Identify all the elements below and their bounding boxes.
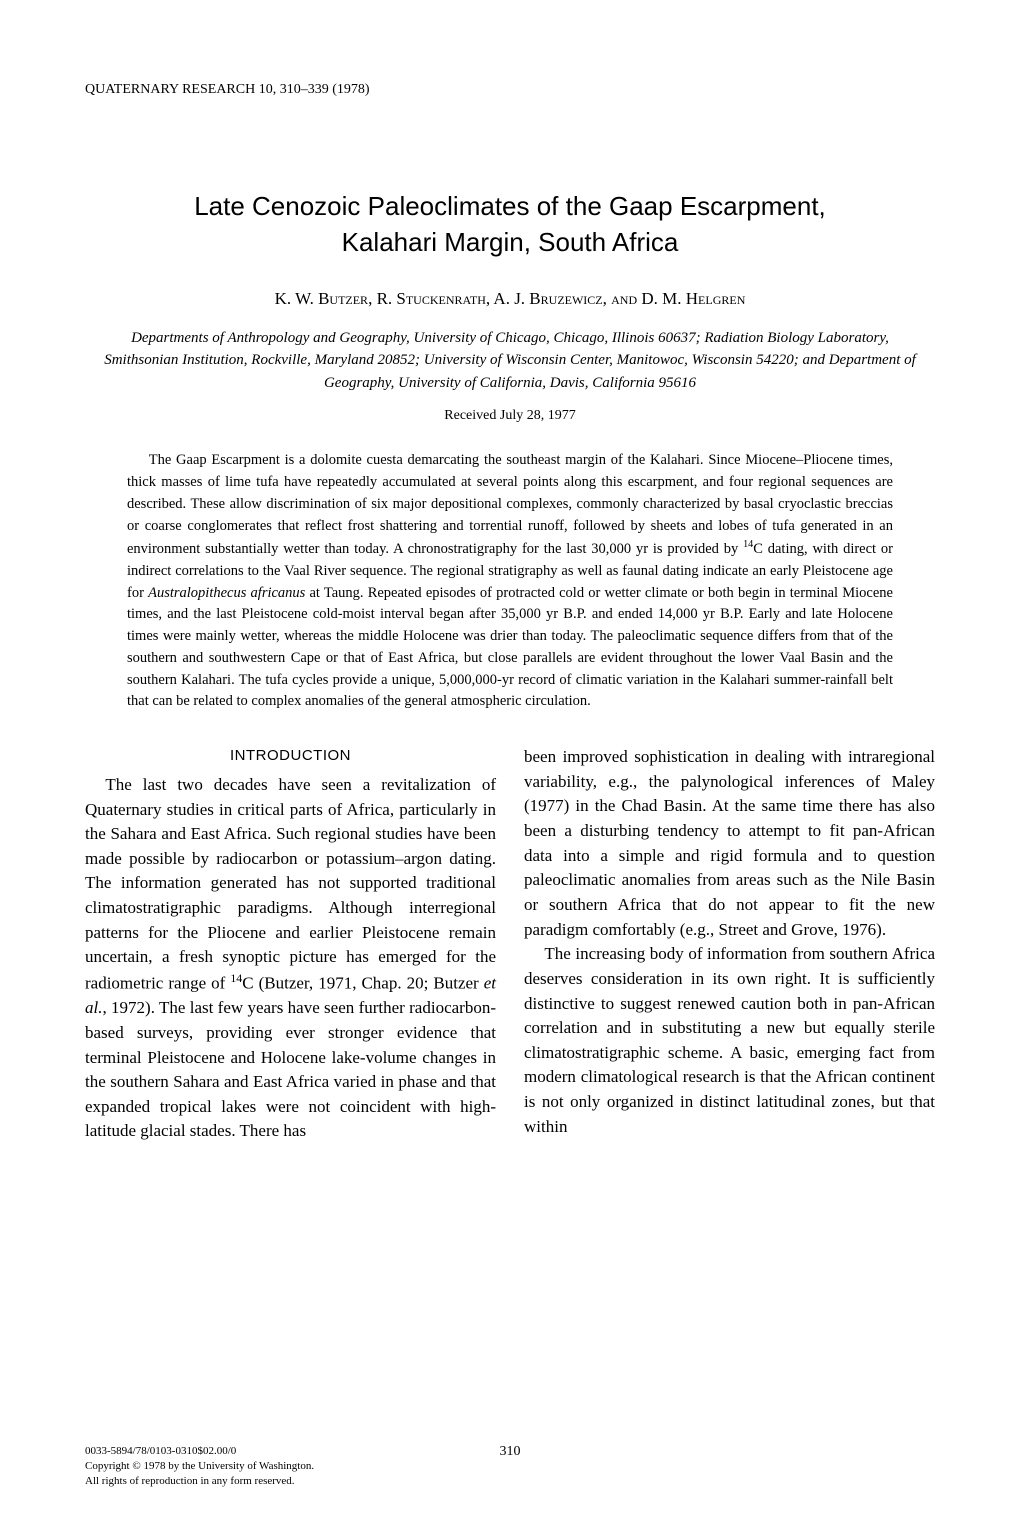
body-columns: INTRODUCTION The last two decades have s… <box>85 745 935 1144</box>
abstract: The Gaap Escarpment is a dolomite cuesta… <box>85 450 935 713</box>
para1-text-1: The last two decades have seen a revital… <box>85 775 496 993</box>
abstract-text-3: at Taung. Repeated episodes of protracte… <box>127 585 893 710</box>
received-date: Received July 28, 1977 <box>85 408 935 424</box>
para1-text-2: C (Butzer, 1971, Chap. 20; Butzer <box>242 974 483 993</box>
page-number: 310 <box>500 1444 521 1460</box>
authors: K. W. Butzer, R. Stuckenrath, A. J. Bruz… <box>85 289 935 309</box>
rights-line: All rights of reproduction in any form r… <box>85 1474 314 1489</box>
left-column: INTRODUCTION The last two decades have s… <box>85 745 496 1144</box>
running-head: QUATERNARY RESEARCH 10, 310–339 (1978) <box>85 82 935 98</box>
issn-line: 0033-5894/78/0103-0310$02.00/0 <box>85 1444 314 1459</box>
article-title: Late Cenozoic Paleoclimates of the Gaap … <box>85 188 935 261</box>
para1-c14-sup: 14 <box>230 971 242 985</box>
copyright-line: Copyright © 1978 by the University of Wa… <box>85 1459 314 1474</box>
intro-paragraph-2: The increasing body of information from … <box>524 942 935 1139</box>
section-heading-introduction: INTRODUCTION <box>85 745 496 767</box>
copyright-footer: 0033-5894/78/0103-0310$02.00/0 Copyright… <box>85 1444 314 1489</box>
affiliations: Departments of Anthropology and Geograph… <box>85 327 935 395</box>
para1-text-3: , 1972). The last few years have seen fu… <box>85 998 496 1140</box>
title-line-1: Late Cenozoic Paleoclimates of the Gaap … <box>194 191 826 221</box>
right-column: been improved sophistication in dealing … <box>524 745 935 1144</box>
intro-paragraph-1: The last two decades have seen a revital… <box>85 773 496 1144</box>
abstract-c14-sup: 14 <box>743 539 753 550</box>
title-line-2: Kalahari Margin, South Africa <box>342 227 679 257</box>
intro-paragraph-1-continued: been improved sophistication in dealing … <box>524 745 935 942</box>
abstract-species: Australopithecus africanus <box>148 585 305 601</box>
